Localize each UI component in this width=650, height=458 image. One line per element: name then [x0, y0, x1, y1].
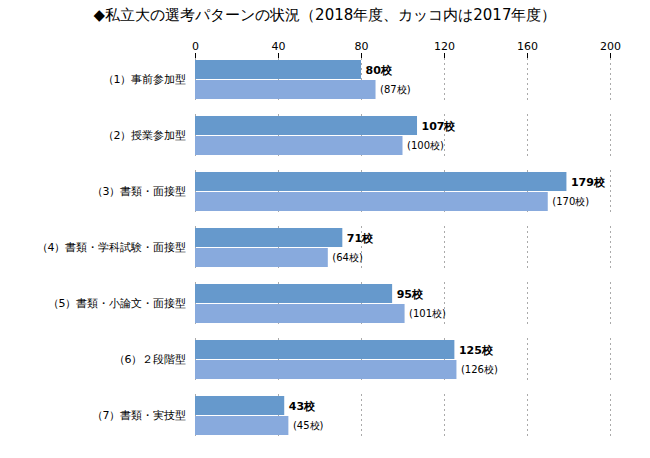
svg-text:（2）授業参加型: （2）授業参加型 [103, 129, 187, 142]
svg-text:95校: 95校 [397, 288, 424, 301]
svg-text:125校: 125校 [459, 344, 494, 357]
svg-text:（7）書類・実技型: （7）書類・実技型 [92, 409, 187, 422]
svg-text:40: 40 [272, 40, 286, 53]
svg-text:(100校): (100校) [407, 140, 444, 151]
svg-text:(45校): (45校) [293, 420, 324, 431]
svg-text:179校: 179校 [571, 176, 606, 189]
svg-text:（6）２段階型: （6）２段階型 [114, 353, 187, 366]
svg-text:43校: 43校 [289, 400, 316, 413]
html-text:◆私立大の選考パターンの状況（2018年度、カッコ内は201: ◆私立大の選考パターンの状況（2018年度、カッコ内は2017年度） [93, 6, 557, 24]
svg-text:(64校): (64校) [332, 252, 363, 263]
svg-text:0: 0 [192, 40, 199, 53]
svg-text:(126校): (126校) [461, 364, 498, 375]
svg-text:（3）書類・面接型: （3）書類・面接型 [92, 185, 187, 198]
svg-text:（4）書類・学科試験・面接型: （4）書類・学科試験・面接型 [37, 241, 187, 254]
svg-text:（5）書類・小論文・面接型: （5）書類・小論文・面接型 [48, 297, 187, 310]
svg-text:160: 160 [517, 40, 538, 53]
svg-text:(170校): (170校) [552, 196, 589, 207]
svg-text:107校: 107校 [422, 120, 457, 133]
svg-text:(87校): (87校) [380, 84, 411, 95]
svg-text:71校: 71校 [347, 232, 374, 245]
svg-text:80校: 80校 [366, 64, 393, 77]
svg-text:(101校): (101校) [409, 308, 446, 319]
svg-text:（1）事前参加型: （1）事前参加型 [103, 73, 187, 86]
svg-text:200: 200 [600, 40, 621, 53]
svg-text:120: 120 [434, 40, 455, 53]
svg-text:80: 80 [355, 40, 369, 53]
